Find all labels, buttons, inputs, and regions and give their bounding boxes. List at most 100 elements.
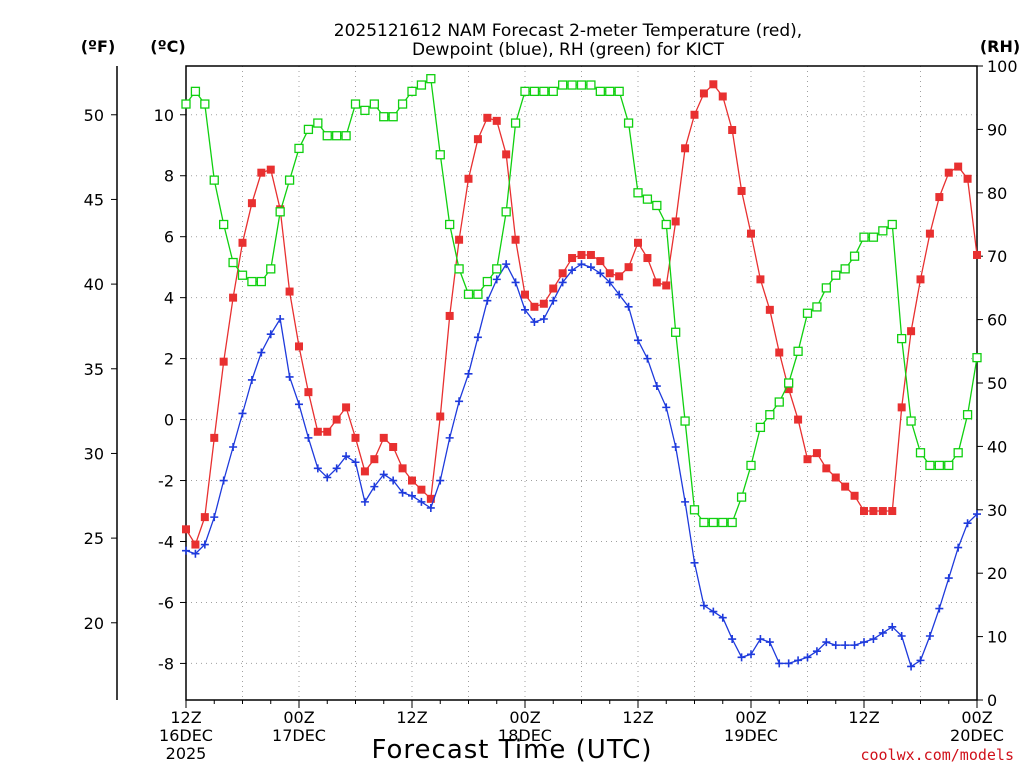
- data-point: [567, 80, 577, 90]
- data-point: [765, 410, 775, 420]
- x-axis-label: Forecast Time (UTC): [371, 735, 652, 765]
- data-point: [915, 448, 926, 458]
- axes: 20253035404550-8-6-4-2024681001020304050…: [84, 57, 1018, 763]
- data-point: [577, 260, 586, 269]
- rh-tick-label: 90: [987, 120, 1007, 139]
- data-point: [887, 219, 897, 230]
- data-point: [831, 641, 840, 650]
- celsius-tick-label: -8: [158, 654, 174, 673]
- data-point: [586, 263, 595, 272]
- data-point: [445, 219, 455, 230]
- data-point: [746, 460, 756, 471]
- rh-tick-label: 20: [987, 564, 1007, 583]
- series-line: [185, 77, 978, 524]
- data-point: [897, 631, 906, 640]
- data-point: [510, 118, 521, 128]
- data-point: [652, 382, 661, 391]
- data-point: [680, 416, 690, 426]
- data-point: [718, 613, 727, 622]
- data-point: [812, 302, 822, 312]
- data-point: [323, 427, 332, 436]
- data-point: [690, 558, 699, 567]
- rh-tick-label: 40: [987, 437, 1007, 456]
- data-point: [492, 116, 501, 125]
- data-point: [803, 653, 812, 662]
- data-point: [652, 278, 661, 287]
- data-point: [860, 507, 868, 516]
- data-point: [662, 403, 671, 412]
- data-point: [935, 604, 944, 613]
- data-point: [426, 503, 435, 512]
- data-point: [727, 517, 737, 528]
- data-point: [304, 433, 313, 442]
- data-point: [596, 257, 605, 266]
- credit-text[interactable]: coolwx.com/models: [860, 746, 1014, 764]
- data-point: [671, 443, 680, 452]
- data-point: [822, 638, 831, 647]
- data-point: [671, 327, 681, 337]
- data-point: [925, 229, 934, 238]
- data-point: [322, 131, 332, 141]
- data-series: [181, 74, 982, 671]
- x-tick-label: 2025: [166, 744, 207, 763]
- data-point: [521, 305, 529, 314]
- data-point: [888, 507, 897, 516]
- rh-tick-label: 100: [987, 57, 1018, 76]
- x-tick-label: 12Z: [848, 708, 879, 727]
- data-point: [906, 416, 916, 426]
- data-point: [238, 409, 247, 418]
- x-tick-label: 16DEC: [159, 726, 213, 745]
- fahrenheit-tick-label: 25: [84, 529, 104, 548]
- data-point: [916, 656, 925, 665]
- data-point: [275, 207, 285, 217]
- data-point: [417, 497, 426, 506]
- data-point: [868, 232, 879, 242]
- data-point: [483, 296, 492, 305]
- data-point: [455, 397, 464, 406]
- data-point: [398, 488, 407, 497]
- data-point: [963, 174, 972, 183]
- data-point: [558, 269, 567, 278]
- data-point: [596, 269, 605, 278]
- data-point: [793, 346, 803, 356]
- data-point: [689, 505, 700, 515]
- data-point: [699, 601, 708, 610]
- data-point: [190, 86, 201, 97]
- celsius-tick-label: 4: [164, 289, 174, 308]
- data-point: [370, 455, 379, 464]
- data-point: [954, 162, 963, 171]
- data-point: [426, 74, 436, 84]
- data-point: [323, 473, 332, 482]
- data-point: [455, 235, 464, 244]
- data-point: [934, 460, 944, 471]
- data-point: [454, 264, 464, 274]
- data-point: [313, 464, 322, 473]
- data-point: [209, 175, 219, 185]
- fahrenheit-tick-label: 30: [84, 444, 104, 463]
- data-point: [756, 635, 765, 644]
- data-point: [295, 400, 303, 409]
- data-point: [944, 574, 953, 583]
- data-point: [416, 80, 427, 90]
- data-point: [775, 348, 784, 357]
- data-point: [973, 250, 981, 259]
- celsius-tick-label: 0: [164, 411, 174, 430]
- fahrenheit-tick-label: 45: [84, 190, 104, 209]
- data-point: [831, 270, 841, 280]
- data-point: [907, 662, 916, 671]
- data-point: [878, 226, 888, 236]
- data-point: [539, 299, 548, 308]
- data-point: [605, 86, 615, 97]
- data-point: [463, 289, 474, 299]
- data-point: [708, 517, 718, 528]
- data-point: [247, 375, 256, 384]
- x-tick-label: 00Z: [283, 708, 314, 727]
- data-point: [765, 638, 774, 647]
- data-point: [436, 476, 445, 485]
- data-point: [397, 99, 408, 109]
- rh-tick-label: 80: [987, 184, 1007, 203]
- rh-unit-label: (RH): [980, 37, 1020, 56]
- data-point: [200, 99, 210, 109]
- data-point: [850, 641, 859, 650]
